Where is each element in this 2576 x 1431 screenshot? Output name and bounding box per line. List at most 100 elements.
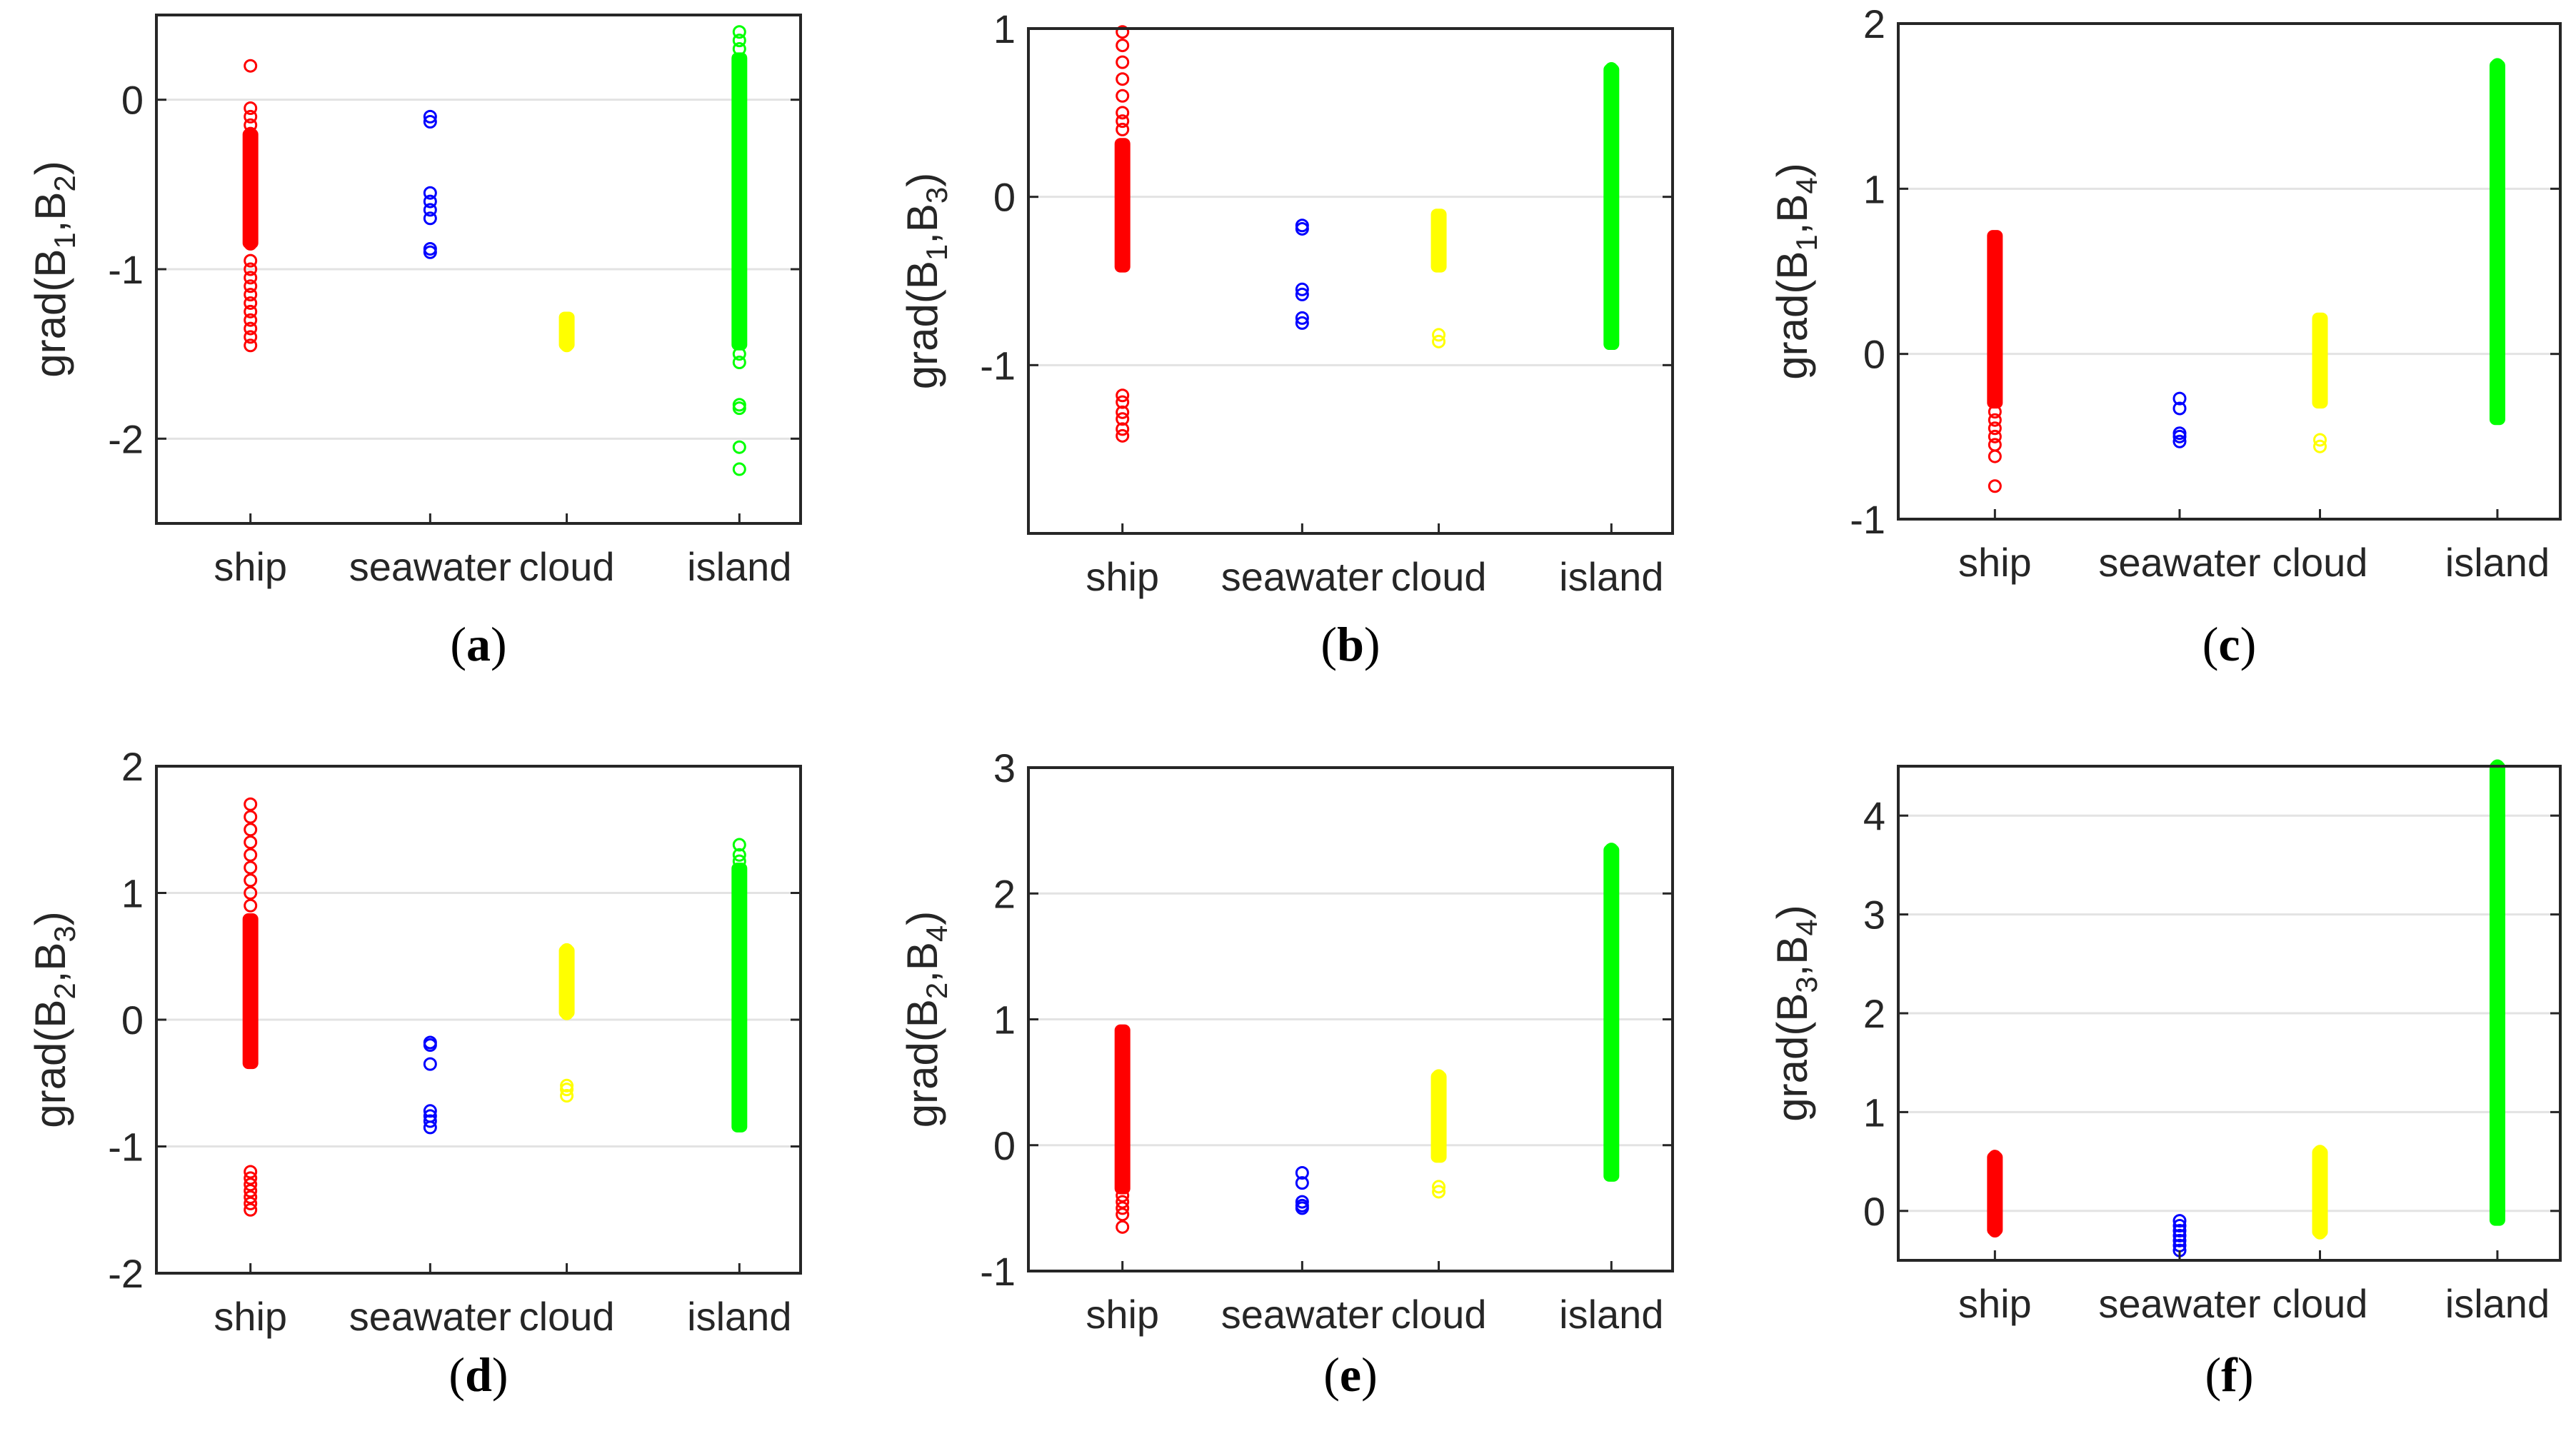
data-point — [560, 955, 574, 970]
y-tick-label: -1 — [980, 1249, 1016, 1294]
data-point — [244, 810, 258, 824]
panel-label: (e) — [1323, 1347, 1378, 1402]
point-range — [242, 913, 259, 1070]
data-point — [1988, 413, 2002, 427]
data-point — [423, 245, 437, 259]
data-point — [732, 462, 746, 476]
data-point — [1116, 422, 1130, 436]
data-point — [1116, 89, 1130, 103]
data-point — [1988, 1150, 2002, 1164]
data-point — [560, 1078, 574, 1093]
data-point — [560, 981, 574, 995]
series-ship — [1114, 25, 1131, 443]
y-tick-label: 4 — [1863, 793, 1885, 838]
x-tick-label: ship — [214, 1294, 287, 1339]
data-point — [1116, 106, 1130, 120]
series-ship — [1987, 230, 2003, 493]
data-point — [244, 109, 258, 124]
data-point — [244, 1196, 258, 1210]
data-point — [423, 203, 437, 217]
axes-frame — [155, 14, 802, 525]
data-point — [2312, 322, 2327, 336]
data-point — [244, 253, 258, 268]
data-point — [244, 135, 258, 149]
data-point — [1116, 388, 1130, 403]
data-point — [244, 262, 258, 276]
data-point — [1295, 1195, 1309, 1209]
data-point — [244, 873, 258, 888]
point-range — [1114, 1024, 1131, 1195]
x-tick-label: island — [687, 1294, 791, 1339]
x-tick-label: seawater — [1221, 554, 1383, 599]
data-point — [244, 1178, 258, 1192]
data-point — [1988, 421, 2002, 436]
point-range — [2489, 59, 2505, 426]
data-point — [732, 347, 746, 361]
y-axis-label: grad(B1,B4) — [1768, 163, 1823, 380]
data-point — [1604, 62, 1618, 76]
data-point — [732, 25, 746, 39]
data-point — [1432, 334, 1446, 348]
point-range — [731, 52, 748, 351]
data-point — [560, 943, 574, 957]
data-point — [732, 356, 746, 370]
y-tick-label: 0 — [121, 998, 144, 1043]
data-point — [244, 823, 258, 837]
data-point — [1116, 1031, 1130, 1045]
data-point — [244, 203, 258, 217]
data-point — [1988, 248, 2002, 262]
data-point — [1116, 122, 1130, 136]
y-tick-label: -2 — [108, 416, 144, 461]
data-point — [2172, 1223, 2187, 1237]
data-point — [1988, 429, 2002, 443]
data-point — [560, 1089, 574, 1103]
data-point — [2172, 1214, 2187, 1228]
data-point — [244, 194, 258, 209]
data-point — [1116, 25, 1130, 39]
data-point — [244, 296, 258, 310]
point-range — [2489, 761, 2505, 1226]
data-point — [2312, 313, 2327, 328]
y-axis-label: grad(B2,B4) — [898, 911, 953, 1128]
x-tick-label: ship — [214, 544, 287, 589]
data-point — [1988, 479, 2002, 493]
x-tick-label: cloud — [2272, 540, 2368, 585]
data-point — [732, 838, 746, 852]
data-point — [1432, 257, 1446, 271]
data-point — [423, 194, 437, 209]
chart-panel-d: -2 -1 0 1 2 ship seawater cloud island grad(B2,B3… — [26, 744, 802, 1402]
data-point — [1988, 405, 2002, 419]
data-point — [1988, 449, 2002, 463]
series-cloud — [558, 943, 575, 1103]
chart-panel-b: -1 0 1 ship seawater cloud island grad(B1,B3) (b… — [898, 6, 1674, 671]
data-point — [1295, 311, 1309, 325]
y-axis-label: grad(B3,B4) — [1768, 905, 1823, 1122]
data-point — [1432, 240, 1446, 254]
data-point — [244, 1184, 258, 1198]
data-point — [244, 1202, 258, 1217]
data-point — [1116, 428, 1130, 443]
data-point — [1116, 1220, 1130, 1234]
data-point — [244, 271, 258, 285]
data-point — [1116, 72, 1130, 86]
series-island — [731, 25, 748, 476]
series-seawater — [2172, 391, 2187, 448]
y-tick-label: 3 — [993, 745, 1016, 790]
data-point — [560, 313, 574, 327]
y-tick-label: 1 — [993, 998, 1016, 1043]
data-point — [2172, 1219, 2187, 1233]
point-range — [1114, 138, 1131, 273]
y-tick-label: -1 — [108, 1125, 144, 1170]
data-point — [1295, 316, 1309, 330]
axes-frame — [155, 765, 802, 1275]
y-tick-label: 1 — [1863, 166, 1885, 211]
chart-panel-f: 0 1 2 3 4 ship seawater cloud island grad(B3,B4) (… — [1768, 759, 2562, 1402]
data-point — [244, 321, 258, 336]
data-point — [244, 118, 258, 132]
series-seawater — [423, 109, 437, 259]
x-tick-label: cloud — [519, 1294, 615, 1339]
axes-frame — [1897, 765, 2562, 1262]
data-point — [1432, 1069, 1446, 1083]
data-point — [560, 321, 574, 336]
data-point — [244, 835, 258, 849]
